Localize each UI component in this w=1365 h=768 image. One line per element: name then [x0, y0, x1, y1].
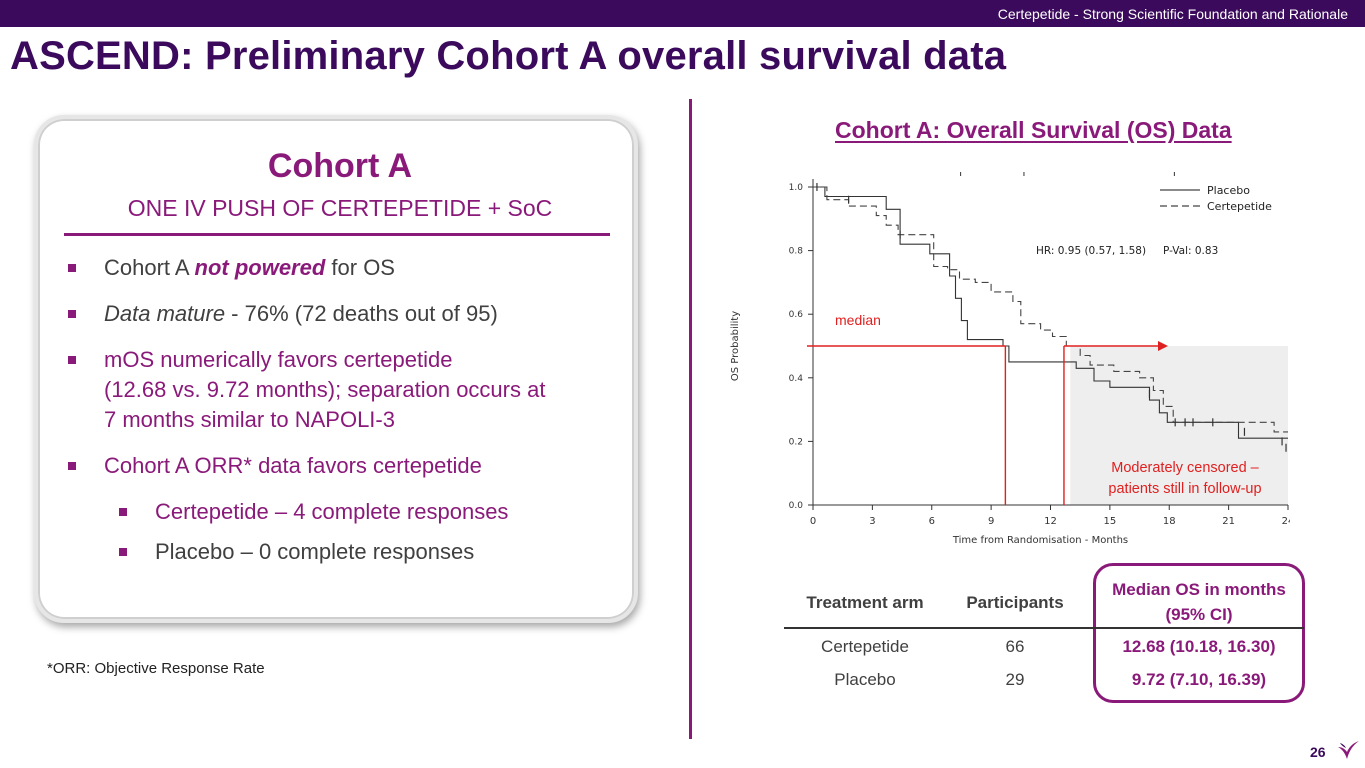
- censored-region: [1070, 346, 1288, 505]
- median-highlight-box: [1093, 563, 1305, 703]
- chart-title: Cohort A: Overall Survival (OS) Data: [835, 117, 1232, 143]
- bullet-marker: [119, 508, 127, 516]
- card-subtitle: ONE IV PUSH OF CERTEPETIDE + SoC: [127, 195, 553, 221]
- y-tick-label: 0.8: [789, 247, 804, 257]
- header-treatment-arm: Treatment arm: [806, 593, 924, 612]
- hr-text: HR: 0.95 (0.57, 1.58): [1036, 245, 1146, 257]
- censored-note-line1: Moderately censored –: [1111, 460, 1259, 476]
- x-tick-label: 9: [988, 516, 994, 527]
- header-median-os: Median OS in months (95% CI): [1112, 580, 1286, 624]
- bullet-marker: [68, 356, 76, 364]
- vertical-divider: [689, 99, 692, 739]
- median-label: median: [835, 312, 881, 328]
- row-certepetide-participants: 66: [1005, 637, 1025, 656]
- top-banner: Certepetide - Strong Scientific Foundati…: [0, 0, 1365, 27]
- pval-text: P-Val: 0.83: [1163, 245, 1218, 257]
- bullet-data-mature: Data mature - 76% (72 deaths out of 95): [64, 299, 624, 329]
- x-tick-label: 21: [1222, 516, 1235, 527]
- legend-label-placebo: Placebo: [1207, 184, 1250, 197]
- censored-arrow-head: [1158, 341, 1168, 351]
- bullet-marker: [68, 462, 76, 470]
- page-title: ASCEND: Preliminary Cohort A overall sur…: [10, 34, 1007, 78]
- row-certepetide-median: 12.68 (10.18, 16.30): [1122, 637, 1276, 656]
- x-tick-label: 6: [929, 516, 935, 527]
- row-placebo-participants: 29: [1005, 670, 1025, 689]
- bullet-list: Cohort A not powered for OS Data mature …: [64, 253, 624, 577]
- bullet-marker: [119, 548, 127, 556]
- x-axis-label: Time from Randomisation - Months: [952, 535, 1128, 546]
- y-tick-label: 1.0: [789, 183, 804, 193]
- y-tick-label: 0.2: [789, 437, 803, 447]
- footnote: *ORR: Objective Response Rate: [47, 660, 265, 677]
- row-certepetide-arm: Certepetide: [821, 637, 909, 656]
- bullet-marker: [68, 264, 76, 272]
- y-tick-label: 0.4: [789, 374, 804, 384]
- bullet-certepetide-responses: Certepetide – 4 complete responses: [64, 497, 624, 527]
- card-title: Cohort A: [267, 147, 413, 185]
- y-tick-label: 0.6: [789, 310, 804, 320]
- y-axis-label: OS Probability: [730, 311, 741, 381]
- company-logo-icon: [1338, 741, 1359, 759]
- km-survival-chart: 0.0 0.2 0.4 0.6 0.8 1.0 0 3 6 9 12 15 18 21 24 Time fro…: [730, 172, 1290, 546]
- table-divider: [784, 627, 1304, 629]
- x-tick-label: 15: [1104, 516, 1117, 527]
- header-participants: Participants: [966, 593, 1064, 612]
- row-placebo-median: 9.72 (7.10, 16.39): [1131, 670, 1267, 689]
- x-tick-label: 12: [1044, 516, 1057, 527]
- series-line-certepetide: [813, 186, 1288, 433]
- page-number: 26: [1310, 744, 1326, 760]
- bullet-not-powered: Cohort A not powered for OS: [64, 253, 624, 283]
- x-tick-label: 24: [1282, 516, 1290, 527]
- x-tick-label: 18: [1163, 516, 1176, 527]
- row-placebo-arm: Placebo: [834, 670, 896, 689]
- cohort-card: Cohort A ONE IV PUSH OF CERTEPETIDE + So…: [34, 115, 638, 623]
- censored-note-line2: patients still in follow-up: [1108, 481, 1261, 497]
- bullet-marker: [68, 310, 76, 318]
- y-tick-label: 0.0: [789, 501, 804, 511]
- bullet-orr: Cohort A ORR* data favors certepetide: [64, 451, 624, 481]
- bullet-mos: mOS numerically favors certepetide (12.6…: [64, 345, 624, 435]
- banner-text: Certepetide - Strong Scientific Foundati…: [997, 6, 1348, 22]
- card-divider: [64, 233, 610, 236]
- x-tick-label: 0: [810, 516, 816, 527]
- x-tick-label: 3: [869, 516, 875, 527]
- legend-label-certepetide: Certepetide: [1207, 200, 1272, 213]
- bullet-placebo-responses: Placebo – 0 complete responses: [64, 537, 624, 567]
